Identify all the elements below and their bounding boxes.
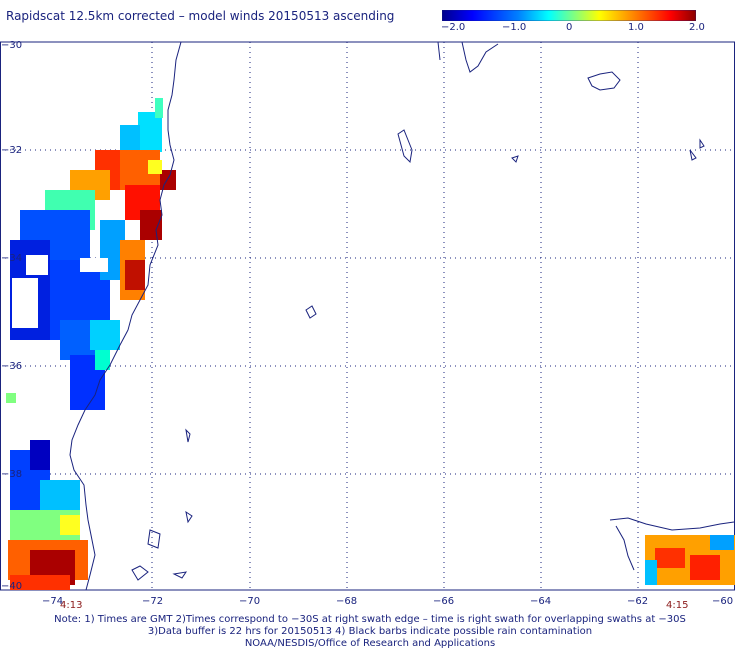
lon-label-64: −64 [530,596,551,607]
footnote-line-2: 3)Data buffer is 22 hrs for 20150513 4) … [147,626,593,637]
lon-label-66: −66 [433,596,454,607]
map-title: Rapidscat 12.5km corrected – model winds… [6,9,395,23]
lat-label-40: −40 [1,581,22,592]
colorbar-label-min: −2.0 [441,22,466,33]
lat-label-32: −32 [1,145,22,156]
colorbar [442,10,696,21]
lat-label-38: −38 [1,469,22,480]
swath-east [645,535,735,585]
lon-label-72: −72 [142,596,163,607]
time-label-east: 4:15 [666,600,689,611]
swath-north [6,98,176,410]
lon-label-68: −68 [336,596,357,607]
lat-label-30: −30 [1,40,22,51]
lat-label-34: −34 [1,253,22,264]
lat-label-36: −36 [1,361,22,372]
colorbar-label-max: 2.0 [689,22,705,33]
lon-label-62: −62 [627,596,648,607]
colorbar-label-pos1: 1.0 [628,22,644,33]
coastline [69,41,735,591]
footnote-line-1: Note: 1) Times are GMT 2)Times correspon… [54,614,686,625]
footnote-credit: NOAA/NESDIS/Office of Research and Appli… [244,638,496,649]
colorbar-label-zero: 0 [566,22,573,33]
lon-label-60: −60 [712,596,733,607]
lon-label-70: −70 [239,596,260,607]
time-label-west: 4:13 [60,600,83,611]
colorbar-label-neg1: −1.0 [502,22,527,33]
lat-axis: −30 −32 −34 −36 −38 −40 [1,40,22,592]
lon-axis: −74 −72 −70 −68 −66 −64 −62 −60 [42,596,733,607]
swath-south [8,440,88,590]
graticule [0,42,734,590]
lon-label-74: −74 [42,596,63,607]
